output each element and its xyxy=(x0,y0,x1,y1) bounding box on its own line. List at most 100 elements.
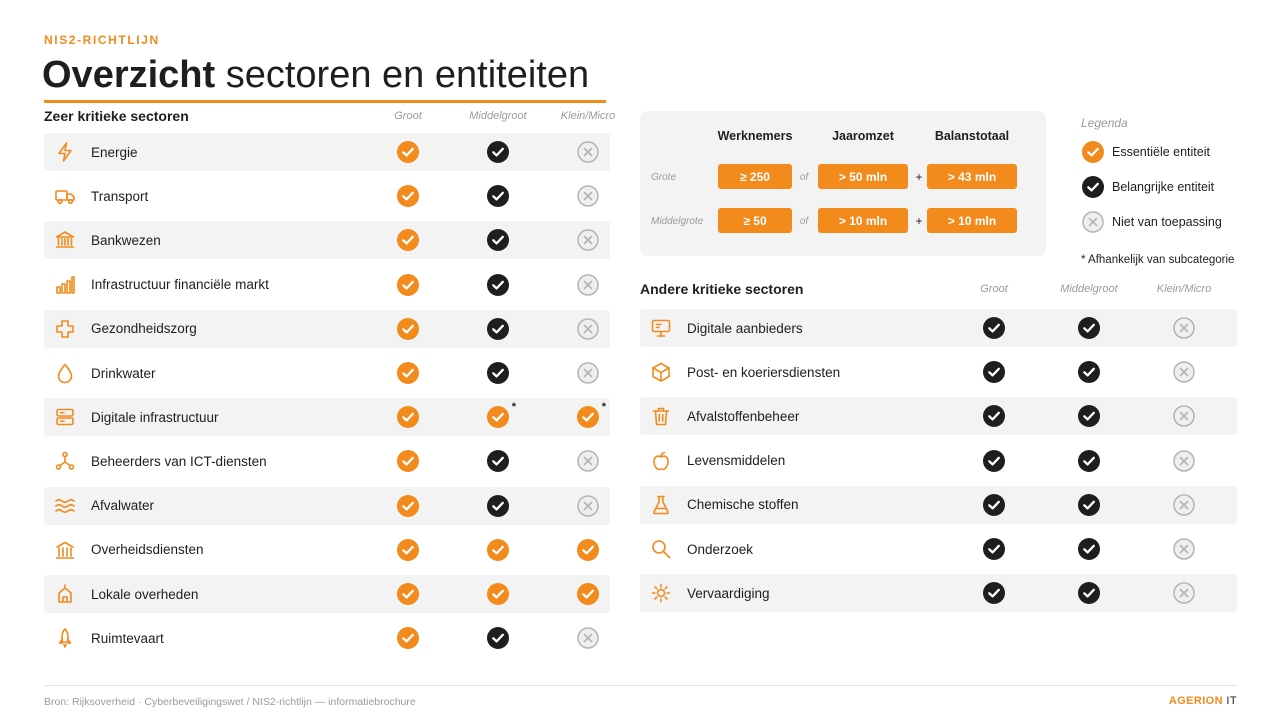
apple-icon xyxy=(650,450,672,472)
sector-label: Lokale overheden xyxy=(91,586,199,602)
left-col-small: Klein/Micro xyxy=(560,110,616,122)
truck-icon xyxy=(54,185,76,207)
water-drop-icon xyxy=(54,362,76,384)
left-sector-row: Beheerders van ICT-diensten xyxy=(44,442,610,480)
important-check-icon xyxy=(487,494,509,517)
legend-label-na: Niet van toepassing xyxy=(1112,215,1222,229)
right-sector-row: Post- en koeriersdiensten xyxy=(640,353,1237,391)
criteria-header-turnover: Jaaromzet xyxy=(832,129,894,143)
important-check-icon xyxy=(1082,176,1104,198)
left-sector-row: Overheidsdiensten xyxy=(44,531,610,569)
sector-label: Post- en koeriersdiensten xyxy=(687,364,841,380)
criteria-large-connector-plus: + xyxy=(915,170,923,184)
legend-item-na: Niet van toepassing xyxy=(1082,211,1222,233)
important-check-icon xyxy=(487,229,509,252)
not-applicable-x-icon xyxy=(1173,582,1195,604)
size-criteria-box: Werknemers Jaaromzet Balanstotaal Grote … xyxy=(640,111,1046,256)
sector-label: Vervaardiging xyxy=(687,585,770,601)
not-applicable-x-icon xyxy=(577,362,599,384)
important-check-icon xyxy=(983,361,1005,384)
sector-label: Energie xyxy=(91,144,138,160)
important-check-icon xyxy=(487,273,509,296)
sun-gear-icon xyxy=(650,582,672,604)
essential-check-icon: * xyxy=(577,401,606,429)
sector-label: Infrastructuur financiële markt xyxy=(91,277,269,293)
essential-check-icon xyxy=(397,362,419,384)
important-check-icon xyxy=(1078,405,1100,428)
essential-check-icon xyxy=(397,627,419,650)
criteria-large-balance: > 43 mln xyxy=(927,164,1017,189)
footnote-asterisk: * xyxy=(601,401,606,414)
not-applicable-x-icon xyxy=(1173,538,1195,560)
package-icon xyxy=(650,361,672,383)
not-applicable-x-icon xyxy=(577,185,599,207)
criteria-label-large: Grote xyxy=(651,172,677,183)
lightning-icon xyxy=(54,141,76,163)
criteria-medium-employees: ≥ 50 xyxy=(718,208,792,233)
important-check-icon xyxy=(983,317,1005,339)
sector-label: Transport xyxy=(91,188,149,204)
network-icon xyxy=(54,450,76,472)
important-check-icon xyxy=(487,185,509,208)
left-sector-row: Lokale overheden xyxy=(44,575,610,613)
magnifier-icon xyxy=(650,538,672,560)
not-applicable-x-icon xyxy=(1173,361,1195,383)
right-sector-row: Vervaardiging xyxy=(640,574,1237,613)
criteria-header-balance: Balanstotaal xyxy=(934,129,1010,143)
not-applicable-x-icon xyxy=(577,229,599,252)
sector-label: Gezondheidszorg xyxy=(91,321,197,337)
essential-check-icon xyxy=(397,583,419,605)
sector-label: Digitale aanbieders xyxy=(687,320,803,336)
important-check-icon xyxy=(487,450,509,473)
essential-check-icon: * xyxy=(487,401,516,429)
right-sector-row: Afvalstoffenbeheer xyxy=(640,397,1237,436)
important-check-icon xyxy=(1078,538,1100,560)
left-sector-row: Energie xyxy=(44,133,610,171)
not-applicable-x-icon xyxy=(577,494,599,517)
legend-footnote: * Afhankelijk van subcategorie xyxy=(1081,254,1235,266)
page-title: Overzicht sectoren en entiteiten xyxy=(42,52,589,98)
legend-title: Legenda xyxy=(1081,116,1128,130)
left-col-large: Groot xyxy=(394,110,422,122)
not-applicable-x-icon xyxy=(1082,211,1104,233)
important-check-icon xyxy=(487,317,509,340)
government-building-icon xyxy=(54,539,76,561)
essential-check-icon xyxy=(397,406,419,429)
important-check-icon xyxy=(983,538,1005,560)
footnote-asterisk: * xyxy=(511,401,516,414)
left-sector-row: Gezondheidszorg xyxy=(44,309,610,348)
right-col-large: Groot xyxy=(980,283,1008,295)
important-check-icon xyxy=(983,449,1005,472)
not-applicable-x-icon xyxy=(577,450,599,473)
right-section-header: Andere kritieke sectoren xyxy=(640,279,803,299)
server-icon xyxy=(54,406,76,428)
important-check-icon xyxy=(1078,493,1100,516)
sector-label: Digitale infrastructuur xyxy=(91,409,219,425)
legend-label-important: Belangrijke entiteit xyxy=(1112,180,1215,194)
criteria-label-medium: Middelgrote xyxy=(651,216,704,227)
essential-check-icon xyxy=(397,229,419,252)
not-applicable-x-icon xyxy=(577,141,599,163)
important-check-icon xyxy=(487,627,509,650)
essential-check-icon xyxy=(1082,141,1104,163)
essential-check-icon xyxy=(397,538,419,561)
sector-label: Afvalstoffenbeheer xyxy=(687,408,800,424)
bank-icon xyxy=(54,229,76,251)
criteria-medium-balance: > 10 mln xyxy=(927,208,1017,233)
not-applicable-x-icon xyxy=(1173,494,1195,516)
right-sector-row: Onderzoek xyxy=(640,530,1237,568)
not-applicable-x-icon xyxy=(577,273,599,296)
left-col-medium: Middelgroot xyxy=(469,110,527,122)
essential-check-icon xyxy=(397,273,419,296)
brand-logo: AGERION IT xyxy=(1169,695,1237,707)
sector-label: Afvalwater xyxy=(91,498,155,514)
footer-divider xyxy=(44,685,1237,686)
criteria-medium-turnover: > 10 mln xyxy=(818,208,908,233)
brand-name: AGERION xyxy=(1168,695,1223,707)
legend-item-essential: Essentiële entiteit xyxy=(1082,141,1210,163)
criteria-large-turnover: > 50 mln xyxy=(818,164,908,189)
essential-check-icon xyxy=(397,185,419,208)
sector-label: Drinkwater xyxy=(91,365,156,381)
right-sector-row: Digitale aanbieders xyxy=(640,309,1237,347)
important-check-icon xyxy=(487,362,509,384)
